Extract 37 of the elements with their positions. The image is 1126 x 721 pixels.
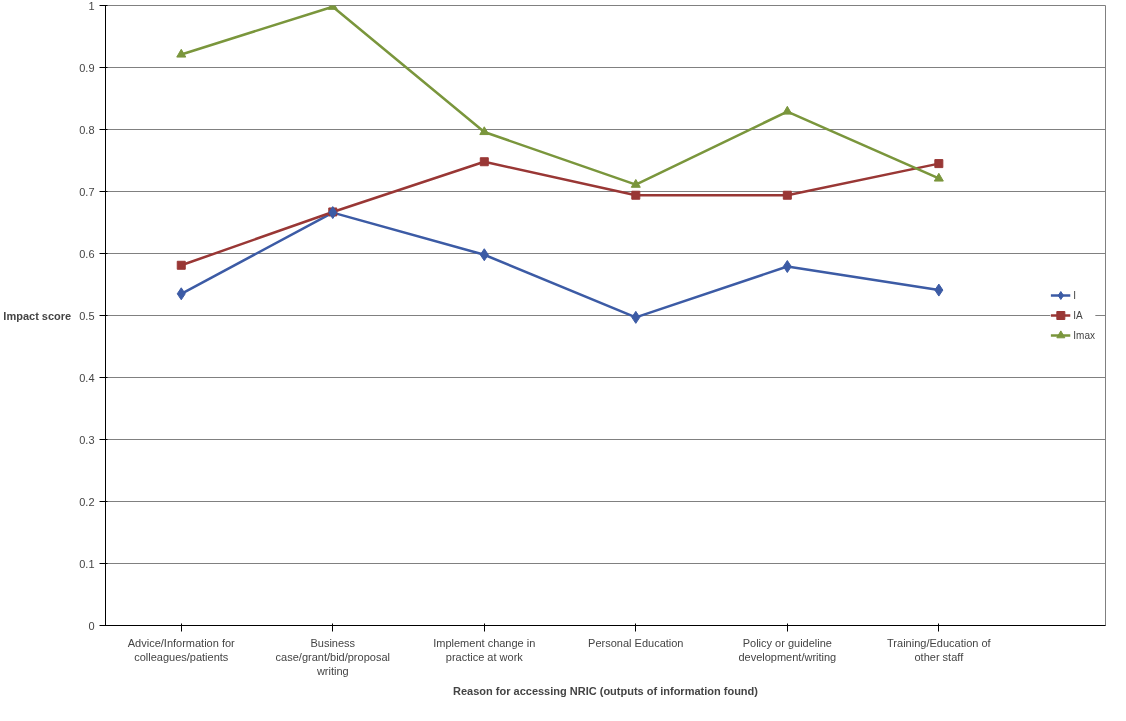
x-tick-label: Policy or guideline development/writing	[738, 636, 837, 663]
x-axis-title: Reason for accessing NRIC (outputs of information found)	[453, 685, 759, 698]
y-axis-title: Impact score	[3, 309, 72, 322]
point	[176, 260, 186, 270]
y-tick-label: 0.3	[79, 433, 95, 446]
point	[782, 260, 792, 274]
y-tick-label: 0.2	[79, 495, 95, 508]
y-tick-label: 0	[88, 619, 95, 632]
y-tick-label: 0.9	[79, 61, 95, 74]
point	[782, 105, 793, 115]
y-tick-label: 1	[88, 0, 95, 12]
point	[934, 283, 944, 297]
point	[479, 248, 489, 262]
y-tick-label: 0.7	[79, 185, 95, 198]
legend-label: I	[1073, 289, 1078, 301]
point	[782, 190, 792, 200]
y-tick-label: 0.1	[79, 557, 95, 570]
point	[631, 190, 641, 200]
point	[934, 159, 944, 169]
point	[479, 126, 490, 136]
legend-label: IA	[1073, 309, 1084, 321]
x-tick-label: Advice/Information for colleagues/patients	[127, 636, 236, 663]
legend-label: Imax	[1073, 329, 1095, 341]
point	[479, 157, 489, 167]
y-tick-label: 0.6	[79, 247, 95, 260]
x-tick-label: Implement change in practice at work	[433, 636, 536, 663]
point	[631, 310, 641, 324]
point	[176, 287, 186, 301]
x-tick-label: Training/Education of other staff	[887, 636, 992, 663]
y-tick-label: 0.4	[79, 371, 95, 384]
y-tick-label: 0.8	[79, 123, 95, 136]
point	[630, 178, 641, 188]
x-tick-label: Business case/grant/bid/proposal writing	[275, 636, 390, 678]
point	[176, 48, 187, 58]
point	[933, 172, 944, 182]
x-tick-label: Personal Education	[588, 636, 684, 649]
y-tick-label: 0.5	[79, 309, 95, 322]
